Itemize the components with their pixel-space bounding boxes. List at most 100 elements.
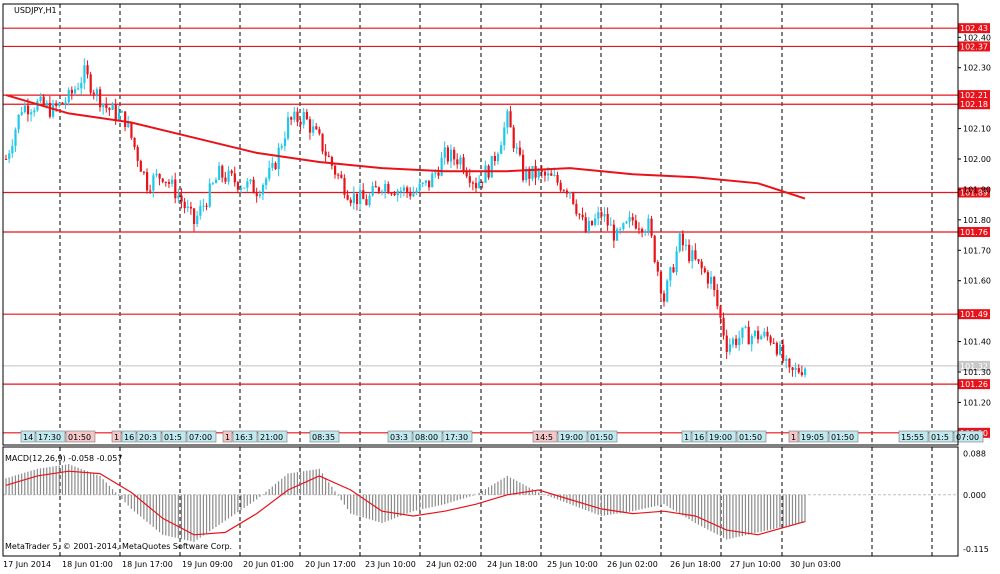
event-marker[interactable] xyxy=(111,430,122,443)
event-marker-label: 01:50 xyxy=(739,433,762,442)
event-marker[interactable] xyxy=(35,430,66,443)
candle-body xyxy=(142,171,146,173)
macd-signal-line xyxy=(5,470,806,536)
event-marker[interactable] xyxy=(736,430,767,443)
y-tick-label: 101.70 xyxy=(963,246,991,255)
event-marker[interactable] xyxy=(161,430,187,443)
event-marker[interactable] xyxy=(136,430,162,443)
x-tick-label: 27 Jun 10:00 xyxy=(730,560,781,569)
macd-title: MACD(12,26,9) -0.058 -0.057 xyxy=(5,454,122,463)
candle-body xyxy=(700,261,703,269)
candle-body xyxy=(443,147,446,158)
event-marker[interactable] xyxy=(953,430,984,443)
candle-body xyxy=(92,92,95,95)
event-marker-label: 01:50 xyxy=(590,433,613,442)
candle-body xyxy=(775,342,778,355)
candle-body xyxy=(167,182,171,184)
copyright-text: MetaTrader 5, © 2001-2014, MetaQuotes So… xyxy=(5,542,232,551)
event-marker[interactable] xyxy=(442,430,473,443)
candle-body xyxy=(578,213,581,215)
event-marker[interactable] xyxy=(557,430,588,443)
event-marker[interactable] xyxy=(898,430,929,443)
candle-body xyxy=(778,344,782,355)
candle-body xyxy=(280,146,283,148)
candle-body xyxy=(312,126,315,133)
candle-body xyxy=(146,171,149,191)
event-marker[interactable] xyxy=(232,430,258,443)
candle-body xyxy=(45,102,48,106)
candle-body xyxy=(171,179,174,184)
level-price-tag xyxy=(958,99,990,110)
candle-body xyxy=(534,165,537,178)
candle-body xyxy=(415,190,418,194)
event-marker[interactable] xyxy=(828,430,859,443)
candle-body xyxy=(428,180,431,188)
event-marker[interactable] xyxy=(20,430,36,443)
event-marker-label: 07:00 xyxy=(189,433,212,442)
candle-body xyxy=(550,173,553,176)
event-marker[interactable] xyxy=(186,430,217,443)
candle-body xyxy=(58,102,61,107)
candle-body xyxy=(788,358,791,368)
candle-body xyxy=(440,157,443,176)
event-marker[interactable] xyxy=(928,430,954,443)
event-marker[interactable] xyxy=(309,430,340,443)
candle-body xyxy=(597,212,600,219)
candle-body xyxy=(744,326,747,328)
candle-body xyxy=(255,193,258,197)
candle-body xyxy=(73,89,77,94)
event-marker[interactable] xyxy=(65,430,96,443)
macd-panel: 0.088 0.000 -0.115 xyxy=(3,449,989,554)
event-marker[interactable] xyxy=(681,430,692,443)
event-marker-label: 15:55 xyxy=(901,433,924,442)
x-tick-label: 24 Jun 02:00 xyxy=(426,560,477,569)
event-marker[interactable] xyxy=(587,430,618,443)
candle-body xyxy=(569,192,572,194)
candle-body xyxy=(265,178,268,185)
candle-body xyxy=(782,344,785,361)
event-marker[interactable] xyxy=(532,430,558,443)
main-frame xyxy=(2,3,959,446)
candle-body xyxy=(468,176,471,183)
y-tick-label: 101.20 xyxy=(963,398,991,407)
event-marker[interactable] xyxy=(387,430,413,443)
event-marker[interactable] xyxy=(412,430,443,443)
candle-body xyxy=(258,194,261,197)
candle-body xyxy=(296,111,299,122)
event-marker[interactable] xyxy=(788,430,799,443)
candle-body xyxy=(565,190,569,194)
candle-body xyxy=(572,192,575,204)
event-marker[interactable] xyxy=(222,430,233,443)
candle-body xyxy=(77,88,80,90)
event-marker[interactable] xyxy=(121,430,137,443)
candle-body xyxy=(659,271,663,294)
candle-body xyxy=(261,184,265,195)
candle-body xyxy=(628,217,631,222)
candle-body xyxy=(136,147,139,161)
candle-body xyxy=(644,231,647,233)
candle-body xyxy=(249,179,252,182)
candle-body xyxy=(465,171,468,177)
event-marker-label: 01:5 xyxy=(164,433,182,442)
candle-body xyxy=(161,178,164,182)
x-tick-label: 23 Jun 10:00 xyxy=(365,560,416,569)
event-marker-label: 21:00 xyxy=(260,433,283,442)
event-marker[interactable] xyxy=(691,430,707,443)
event-marker[interactable] xyxy=(798,430,829,443)
event-marker[interactable] xyxy=(257,430,288,443)
candle-body xyxy=(688,244,691,262)
candle-body xyxy=(706,272,710,284)
x-tick-label: 25 Jun 10:00 xyxy=(547,560,598,569)
event-markers[interactable]: 14 17:30 01:50 1 16 20:3 01:5 07:00 1 16:3 21:00 08… xyxy=(20,430,1000,443)
candle-body xyxy=(722,317,725,336)
event-marker[interactable] xyxy=(706,430,737,443)
candle-body xyxy=(330,156,334,166)
candle-body xyxy=(117,112,120,120)
candle-body xyxy=(308,119,312,133)
candle-body xyxy=(631,217,634,221)
event-marker-label: 16 xyxy=(124,433,134,442)
symbol-title: USDJPY,H1 xyxy=(14,6,57,15)
candle-body xyxy=(747,326,750,345)
candle-body xyxy=(556,175,559,183)
candle-body xyxy=(183,201,186,209)
